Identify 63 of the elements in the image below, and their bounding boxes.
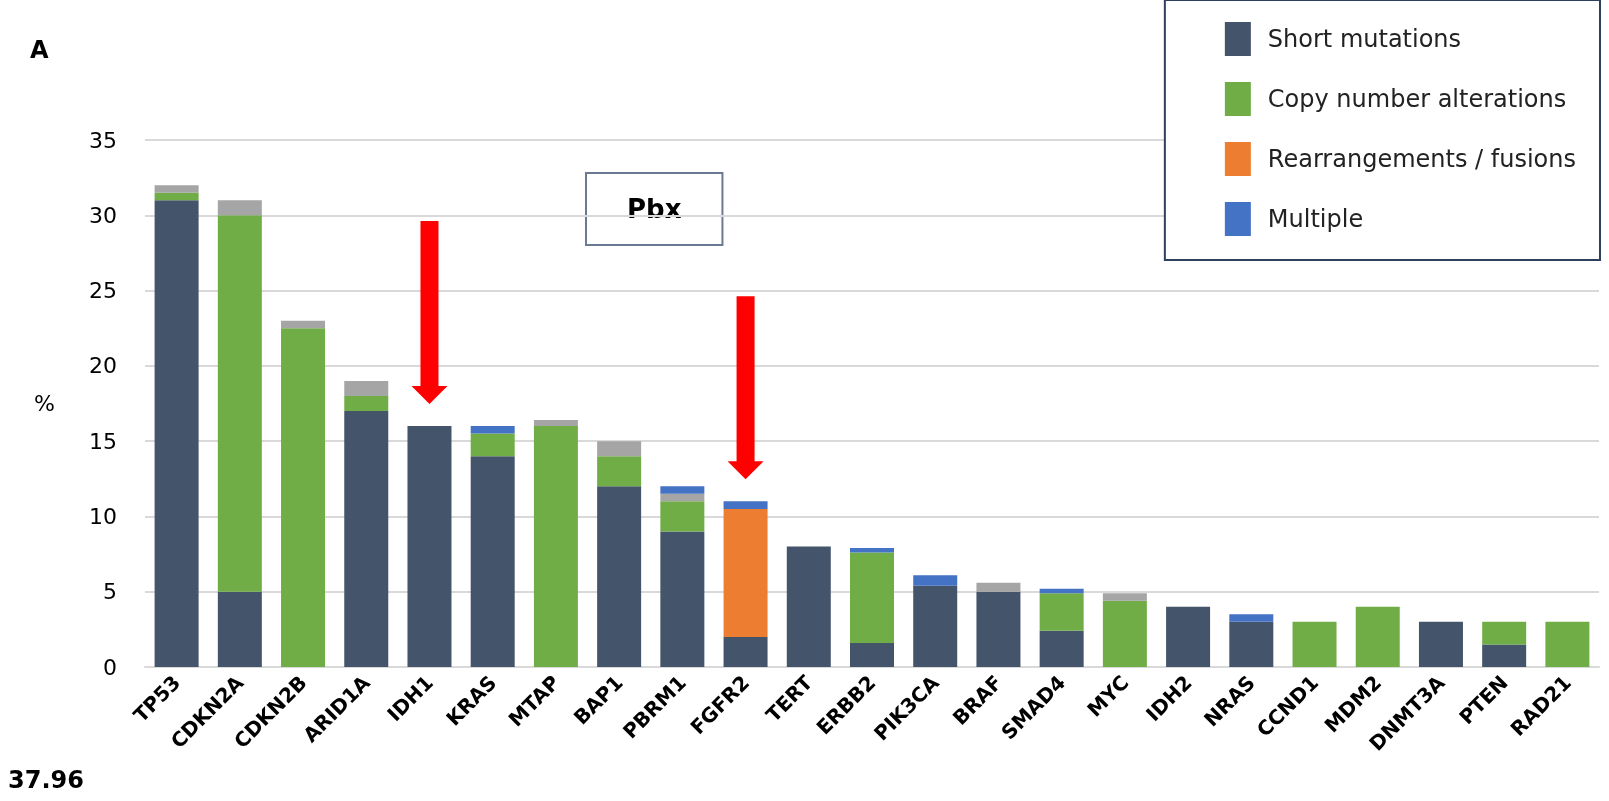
legend-label: Multiple xyxy=(1267,205,1364,233)
y-tick-label: 25 xyxy=(89,278,117,304)
legend-label: Rearrangements / fusions xyxy=(1267,145,1577,173)
bar xyxy=(597,456,642,487)
bar xyxy=(344,411,389,667)
bar xyxy=(1545,621,1590,667)
bar xyxy=(1292,621,1337,667)
bar xyxy=(597,486,642,667)
bar xyxy=(470,433,515,457)
bar xyxy=(533,426,578,667)
bar xyxy=(786,546,831,667)
bar xyxy=(850,642,894,667)
bar xyxy=(597,441,642,457)
bar xyxy=(850,552,894,643)
bar xyxy=(281,320,326,329)
bar xyxy=(281,328,326,667)
bar xyxy=(533,420,578,427)
bar xyxy=(723,636,768,667)
bar xyxy=(1102,600,1147,667)
y-tick-label: 15 xyxy=(89,428,117,454)
legend-label: Copy number alterations xyxy=(1267,85,1567,113)
bar xyxy=(344,380,389,396)
y-tick-label: 35 xyxy=(89,127,117,153)
bar xyxy=(1102,593,1147,601)
bar xyxy=(660,486,705,494)
bar xyxy=(850,548,894,553)
bar xyxy=(407,426,452,667)
bar xyxy=(1166,606,1211,667)
bar xyxy=(976,591,1021,667)
bar xyxy=(154,185,199,193)
bar xyxy=(913,575,958,586)
bar xyxy=(154,192,199,201)
y-axis-title: % xyxy=(34,391,55,416)
bar xyxy=(723,508,768,637)
bar xyxy=(660,493,705,502)
bar xyxy=(1039,630,1084,667)
text: 37.96 xyxy=(8,766,84,794)
bar xyxy=(660,501,705,532)
bar xyxy=(154,200,199,667)
bar xyxy=(1039,593,1084,631)
bar xyxy=(723,501,768,509)
y-tick-label: 10 xyxy=(89,503,117,529)
legend-label: Short mutations xyxy=(1267,25,1462,53)
bar xyxy=(470,426,515,434)
bar xyxy=(1418,621,1463,667)
y-tick-label: 0 xyxy=(103,654,117,680)
y-tick-label: 20 xyxy=(89,353,117,379)
bar xyxy=(976,582,1021,592)
bar xyxy=(913,585,958,667)
text: A xyxy=(30,36,49,64)
bar xyxy=(1482,644,1527,667)
bar xyxy=(1355,606,1400,667)
bar xyxy=(1229,621,1274,667)
y-tick-label: 5 xyxy=(103,579,117,605)
bar xyxy=(344,395,389,412)
bar xyxy=(470,456,515,667)
bar xyxy=(217,215,262,592)
bar xyxy=(660,531,705,667)
bar xyxy=(1482,621,1527,645)
bar xyxy=(217,591,262,667)
y-tick-label: 30 xyxy=(89,202,117,228)
bar xyxy=(217,200,262,216)
bar xyxy=(1229,614,1274,622)
